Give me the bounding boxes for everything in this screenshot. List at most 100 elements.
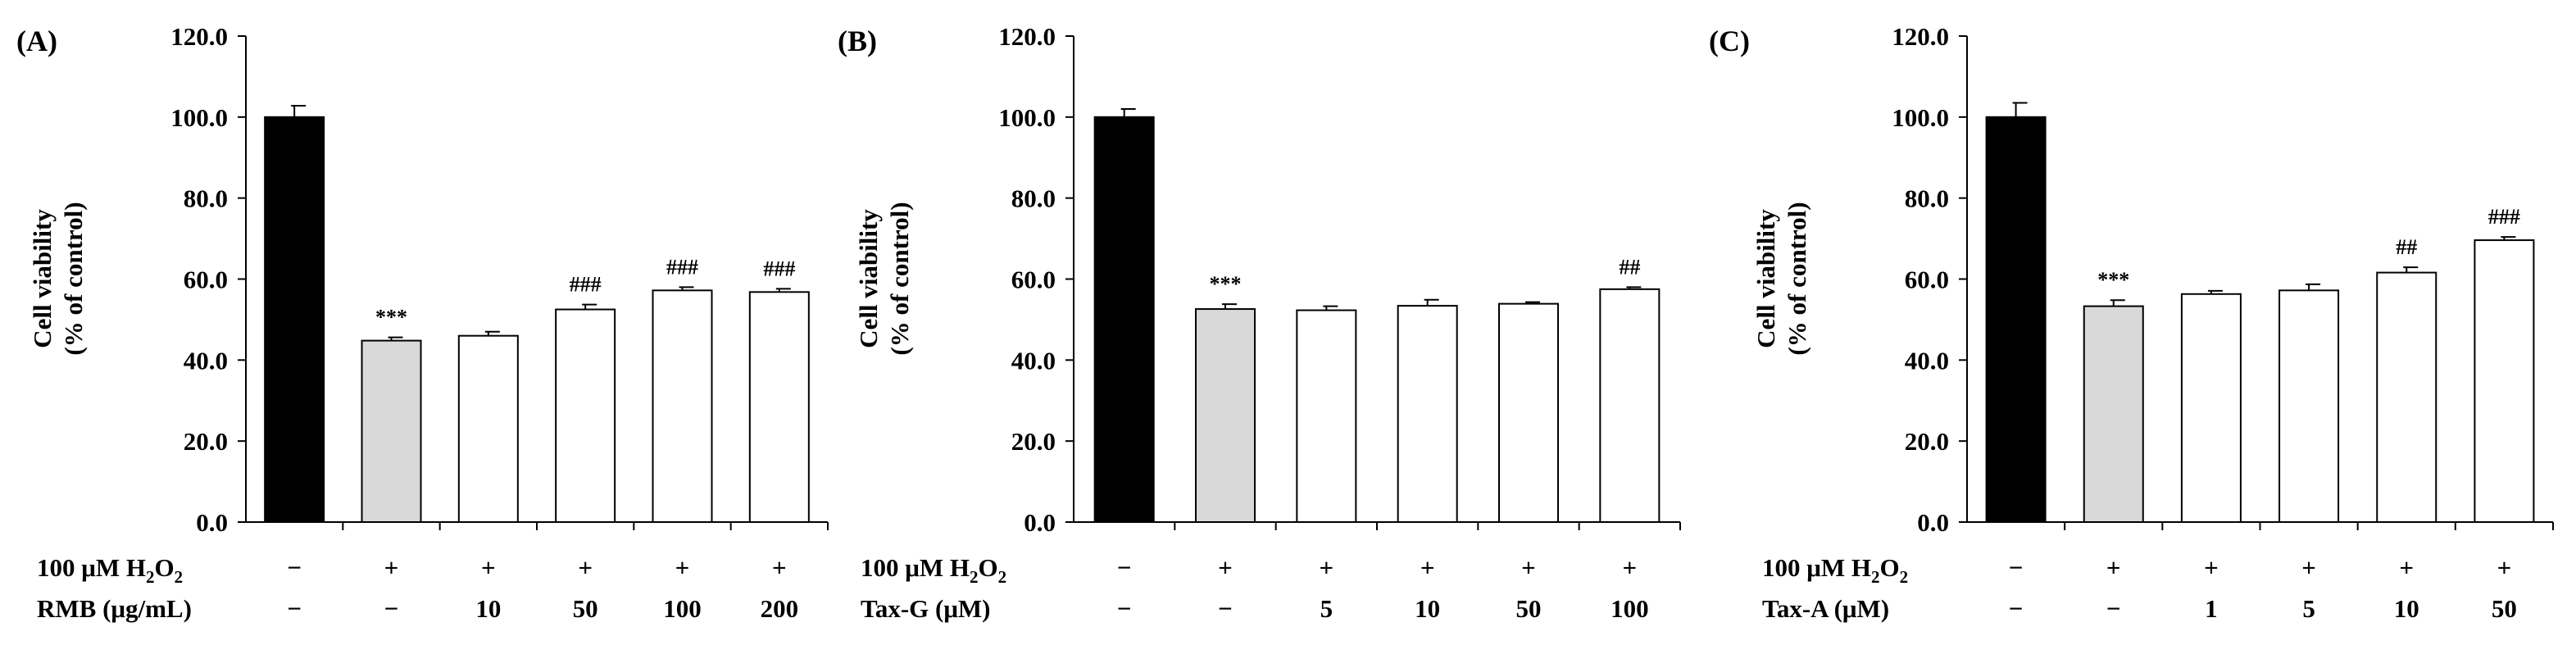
- bar: [1195, 308, 1256, 523]
- row-cell: −: [2009, 594, 2024, 623]
- bar: [264, 116, 325, 523]
- row-cell: +: [675, 553, 690, 582]
- bar: [652, 289, 713, 523]
- chart-panel-2: (B) Cell viability (% of control) 0.0 20.0 40…: [838, 22, 1681, 623]
- row-cell: +: [1420, 553, 1435, 582]
- y-tick-label: 40.0: [184, 346, 228, 375]
- row-cell: 5: [1320, 594, 1333, 623]
- y-axis-label-line: Cell viability: [854, 209, 883, 348]
- row-label: 100 μM H2O2: [1762, 553, 1908, 587]
- y-tick-label: 100.0: [170, 103, 228, 132]
- y-axis-label-line: Cell viability: [28, 209, 57, 348]
- row-label-part: 100 μM H: [861, 553, 970, 582]
- row-cell: +: [2301, 553, 2316, 582]
- row-cell: +: [2204, 553, 2219, 582]
- row-cell: +: [481, 553, 496, 582]
- bar: [1985, 116, 2047, 523]
- row-label-part: 2: [998, 567, 1007, 587]
- row-cell: 10: [2394, 594, 2419, 623]
- row-cell: −: [287, 553, 302, 582]
- row-label: 100 μM H2O2: [861, 553, 1006, 587]
- panel-label: (A): [16, 25, 57, 57]
- panel-label: (B): [838, 25, 877, 57]
- row-label-part: 2: [175, 567, 184, 587]
- row-cell: −: [1117, 553, 1132, 582]
- y-tick-label: 0.0: [1024, 508, 1056, 537]
- bar: [1296, 309, 1357, 523]
- y-tick-label: 60.0: [1905, 266, 1949, 294]
- row-cell: 50: [2492, 594, 2517, 623]
- row-cell: +: [2399, 553, 2414, 582]
- row-label: Tax-A (μM): [1762, 594, 1889, 623]
- y-tick-label: 20.0: [1905, 427, 1949, 456]
- bar: [748, 291, 810, 523]
- y-tick-label: 40.0: [1011, 346, 1056, 375]
- row-label-part: 2: [1900, 567, 1909, 587]
- bar: [2278, 289, 2340, 523]
- significance-mark: ###: [570, 273, 602, 297]
- row-cell: 100: [663, 594, 702, 623]
- chart-panel-1: (A) Cell viability (% of control) 0.0 20.0 40…: [16, 22, 829, 623]
- row-label-part: 2: [970, 567, 979, 587]
- row-cell: +: [1622, 553, 1637, 582]
- row-cell: +: [772, 553, 787, 582]
- row-cell: 5: [2302, 594, 2315, 623]
- y-tick-label: 60.0: [1011, 266, 1056, 294]
- chart-panel-3: (C) Cell viability (% of control) 0.0 20.0 40…: [1709, 22, 2554, 623]
- row-cell: 50: [1516, 594, 1542, 623]
- row-label-part: 2: [146, 567, 155, 587]
- row-cell: +: [2497, 553, 2512, 582]
- bar: [2180, 293, 2242, 523]
- row-cell: +: [1521, 553, 1536, 582]
- row-cell: +: [578, 553, 593, 582]
- bar: [555, 308, 616, 523]
- y-tick-label: 60.0: [184, 266, 228, 294]
- row-label-part: 2: [1871, 567, 1880, 587]
- row-label-part: 100 μM H: [37, 553, 146, 582]
- row-cell: 10: [475, 594, 501, 623]
- row-label: RMB (μg/mL): [37, 594, 192, 623]
- y-tick-label: 40.0: [1905, 346, 1949, 375]
- y-tick-label: 120.0: [998, 22, 1056, 51]
- y-tick-label: 20.0: [1011, 427, 1056, 456]
- significance-mark: ##: [2396, 235, 2417, 259]
- y-axis-label-line: (% of control): [1783, 202, 1811, 355]
- panel-label: (C): [1709, 25, 1750, 57]
- significance-mark: ##: [1619, 255, 1640, 279]
- bar: [2474, 239, 2535, 523]
- significance-mark: ###: [666, 255, 698, 279]
- y-tick-label: 0.0: [1917, 508, 1949, 537]
- row-cell: 50: [573, 594, 598, 623]
- y-tick-label: 120.0: [1892, 22, 1949, 51]
- row-cell: 200: [761, 594, 799, 623]
- row-cell: 1: [2205, 594, 2218, 623]
- bar: [457, 334, 519, 523]
- bar: [1093, 116, 1155, 523]
- significance-mark: ***: [375, 306, 407, 329]
- row-cell: +: [1319, 553, 1333, 582]
- bar: [2376, 271, 2437, 523]
- row-label-part: O: [154, 553, 174, 582]
- significance-mark: ###: [763, 257, 795, 280]
- significance-mark: ***: [1210, 272, 1242, 296]
- row-cell: −: [2106, 594, 2121, 623]
- row-cell: +: [1218, 553, 1233, 582]
- y-tick-label: 100.0: [1892, 103, 1949, 132]
- bar: [1397, 305, 1458, 523]
- significance-mark: ***: [2097, 268, 2129, 292]
- row-label-part: O: [978, 553, 997, 582]
- row-cell: 10: [1415, 594, 1440, 623]
- significance-mark: ###: [2488, 205, 2520, 229]
- row-label: 100 μM H2O2: [37, 553, 183, 587]
- y-axis-label-line: (% of control): [885, 202, 914, 355]
- bar: [1498, 302, 1559, 523]
- bar: [2083, 305, 2144, 523]
- row-cell: −: [384, 594, 399, 623]
- row-cell: +: [2106, 553, 2121, 582]
- row-cell: 100: [1611, 594, 1649, 623]
- y-axis-label-line: (% of control): [59, 202, 88, 355]
- row-label-part: O: [1879, 553, 1899, 582]
- row-cell: +: [384, 553, 399, 582]
- row-label: Tax-G (μM): [861, 594, 991, 623]
